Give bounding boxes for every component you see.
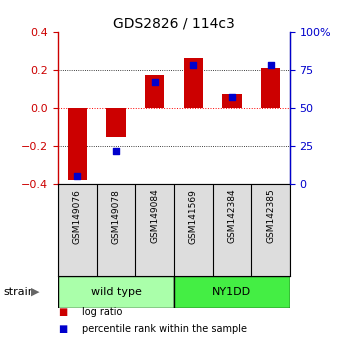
Text: ■: ■ bbox=[58, 324, 67, 334]
Text: strain: strain bbox=[3, 287, 35, 297]
Bar bbox=[68, 108, 87, 180]
Text: GSM142385: GSM142385 bbox=[266, 189, 275, 244]
Bar bbox=[261, 68, 280, 108]
Bar bbox=[145, 75, 164, 108]
Point bbox=[75, 174, 80, 179]
Text: log ratio: log ratio bbox=[82, 307, 122, 316]
Point bbox=[152, 79, 157, 85]
Point bbox=[191, 63, 196, 68]
Text: GSM149076: GSM149076 bbox=[73, 189, 82, 244]
Text: percentile rank within the sample: percentile rank within the sample bbox=[82, 324, 247, 334]
Bar bbox=[58, 276, 174, 308]
Text: ▶: ▶ bbox=[31, 287, 39, 297]
Bar bbox=[183, 58, 203, 108]
Bar bbox=[174, 276, 290, 308]
Point bbox=[229, 95, 235, 100]
Text: GSM141569: GSM141569 bbox=[189, 189, 198, 244]
Text: GSM142384: GSM142384 bbox=[227, 189, 236, 243]
Text: NY1DD: NY1DD bbox=[212, 287, 251, 297]
Text: GSM149084: GSM149084 bbox=[150, 189, 159, 244]
Bar bbox=[106, 108, 125, 137]
Point bbox=[113, 148, 119, 153]
Text: ■: ■ bbox=[58, 307, 67, 316]
Title: GDS2826 / 114c3: GDS2826 / 114c3 bbox=[113, 17, 235, 31]
Text: wild type: wild type bbox=[90, 287, 142, 297]
Bar bbox=[222, 94, 241, 108]
Point bbox=[268, 63, 273, 68]
Text: GSM149078: GSM149078 bbox=[112, 189, 120, 244]
